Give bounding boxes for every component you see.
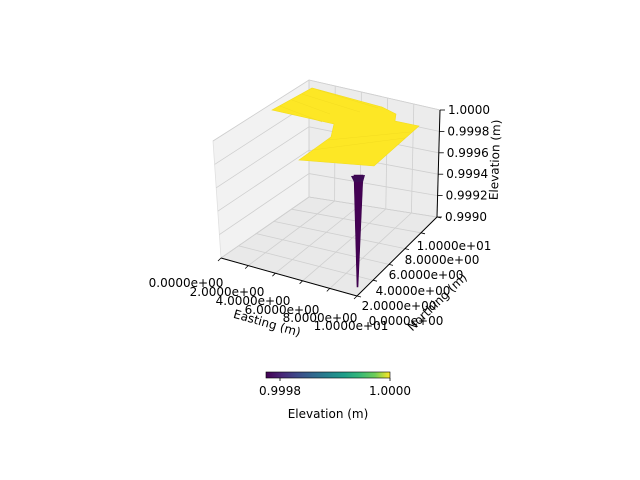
z-gridline [212, 79, 441, 142]
x-tick-label: 1.0000e+01 [314, 319, 389, 333]
x-axis-line [220, 257, 358, 297]
z-tick-label: 0.9994 [446, 167, 488, 181]
y-axis-line [356, 216, 438, 297]
y-tick [356, 295, 362, 298]
x-axis-ticks: 0.0000e+002.0000e+004.0000e+006.0000e+00… [149, 257, 389, 333]
z-tick-label: 0.9998 [447, 124, 489, 138]
y-tick [404, 248, 410, 250]
z-axis-label: Elevation (m) [487, 119, 504, 200]
x-tick-label: 8.0000e+00 [283, 311, 358, 325]
y-tick-label: 6.0000e+00 [389, 268, 464, 282]
colorbar-tick-label: 0.9998 [259, 384, 301, 398]
z-axis-line [436, 109, 441, 218]
x-tick [244, 265, 249, 269]
colorbar: 0.9998 1.0000 Elevation (m) [259, 371, 411, 421]
y-tick-label: 8.0000e+00 [405, 253, 480, 267]
z-gridline [217, 149, 439, 212]
z-tick-label: 1.0000 [448, 103, 490, 117]
x-tick-label: 2.0000e+00 [190, 285, 265, 299]
y-tick-label: 4.0000e+00 [376, 284, 451, 298]
surface-sink-rim [351, 175, 365, 182]
y-gridline [273, 221, 406, 249]
x-gridline [329, 212, 412, 289]
z-gridline [219, 173, 438, 235]
x-tick [272, 272, 276, 277]
x-tick [326, 288, 331, 292]
y-tick-label: 2.0000e+00 [362, 299, 437, 313]
z-gridline [220, 196, 438, 259]
x-gridline [247, 200, 335, 266]
z-axis-ticks: 0.9990 0.9992 0.9994 0.9996 0.9998 1.0000 [437, 103, 490, 224]
surface-plateau [271, 87, 420, 167]
colorbar-label: Elevation (m) [288, 407, 369, 421]
y-tick [372, 279, 378, 282]
y-tick-label: 1.0000e+01 [417, 239, 492, 253]
z-tick-label: 0.9992 [446, 189, 488, 203]
y-gridline [238, 245, 374, 281]
y-tick [388, 264, 394, 266]
y-gridline-wall [411, 103, 415, 214]
x-tick-label: 6.0000e+00 [245, 303, 320, 317]
x-tick-label: 4.0000e+00 [216, 294, 291, 308]
x-tick [353, 295, 358, 300]
axis-lines [220, 109, 441, 297]
y-tick-label: 0.0000e+00 [369, 314, 444, 328]
surface-sink [353, 174, 364, 288]
colorbar-gradient [265, 371, 391, 379]
x-tick-label: 0.0000e+00 [149, 276, 224, 290]
x-gridline [275, 204, 361, 274]
z-tick-label: 0.9996 [447, 146, 489, 160]
y-gridline [256, 233, 390, 265]
z-tick-label: 0.9990 [445, 210, 487, 224]
surface-plot [271, 87, 420, 288]
colorbar-tick-label: 1.0000 [369, 384, 411, 398]
x-tick [217, 257, 222, 262]
y-tick [420, 232, 426, 235]
x-gridline [302, 208, 387, 282]
x-tick [299, 280, 303, 285]
y-axis-ticks: 0.0000e+002.0000e+004.0000e+00 6.0000e+00… [356, 216, 492, 328]
